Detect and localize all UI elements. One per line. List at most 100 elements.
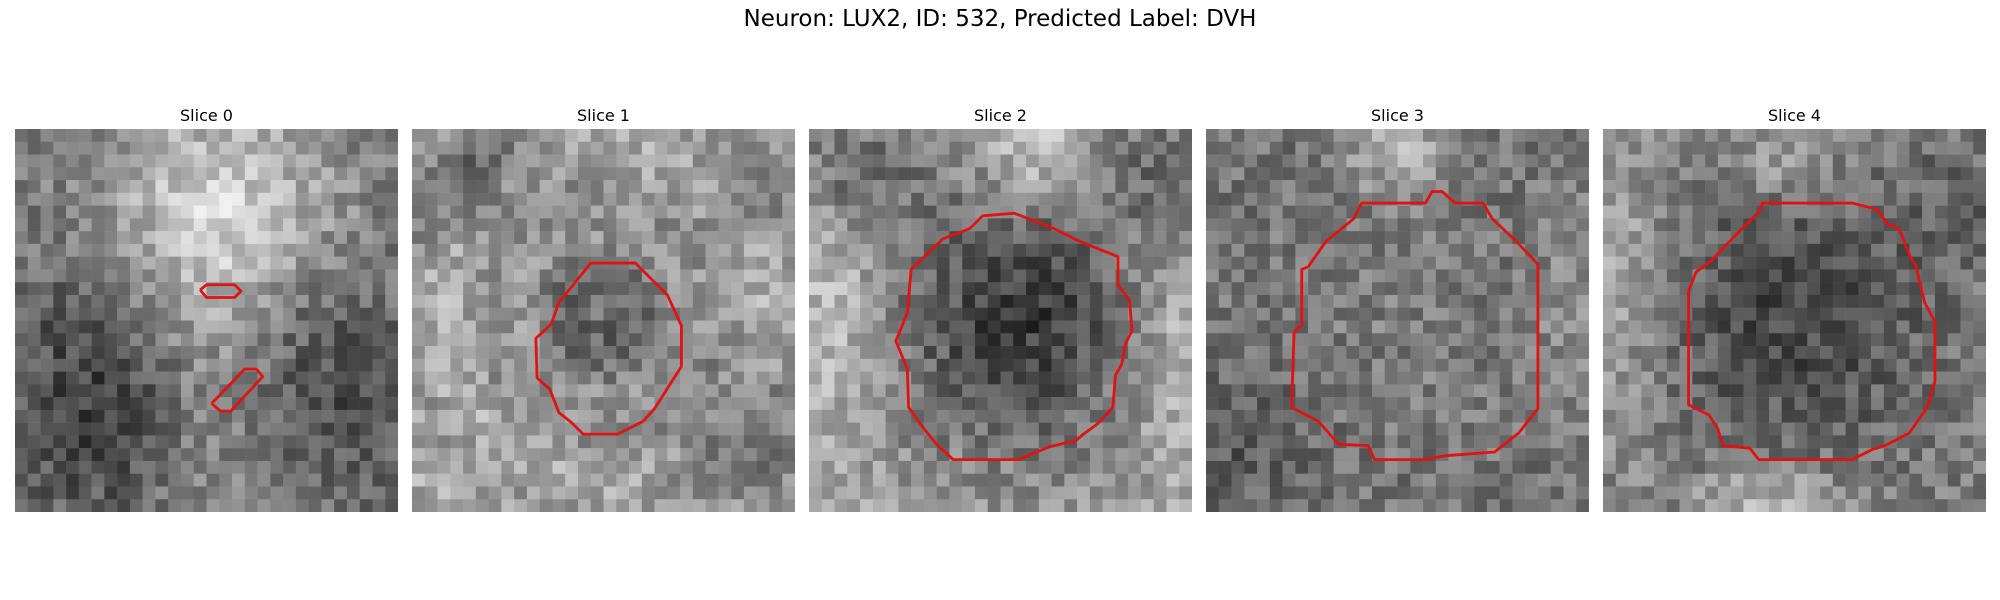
pixel xyxy=(1641,448,1655,462)
pixel xyxy=(565,141,579,155)
pixel xyxy=(526,243,540,257)
pixel xyxy=(1871,486,1885,500)
pixel xyxy=(552,460,566,474)
pixel xyxy=(1333,371,1347,385)
pixel xyxy=(1320,192,1334,206)
pixel xyxy=(1845,154,1859,168)
pixel xyxy=(334,346,348,360)
pixel xyxy=(1448,307,1462,321)
pixel xyxy=(705,307,719,321)
pixel xyxy=(1218,346,1232,360)
pixel xyxy=(1410,167,1424,181)
pixel xyxy=(577,218,591,232)
pixel xyxy=(629,320,643,334)
pixel xyxy=(1346,422,1360,436)
pixel xyxy=(809,460,823,474)
pixel xyxy=(244,218,258,232)
pixel xyxy=(898,154,912,168)
pixel xyxy=(1359,167,1373,181)
pixel xyxy=(1603,180,1617,194)
pixel xyxy=(1179,473,1192,487)
pixel xyxy=(1576,167,1589,181)
pixel xyxy=(718,243,732,257)
pixel xyxy=(1410,180,1424,194)
pixel xyxy=(1537,409,1551,423)
pixel xyxy=(53,269,67,283)
pixel xyxy=(1832,231,1846,245)
pixel xyxy=(1781,282,1795,296)
pixel xyxy=(1603,269,1617,283)
pixel xyxy=(860,282,874,296)
pixel xyxy=(78,141,92,155)
pixel xyxy=(334,460,348,474)
pixel xyxy=(1756,129,1770,143)
pixel xyxy=(1603,192,1617,206)
pixel xyxy=(1550,205,1564,219)
pixel xyxy=(552,422,566,436)
pixel xyxy=(334,205,348,219)
pixel xyxy=(526,307,540,321)
pixel xyxy=(283,269,297,283)
pixel xyxy=(1781,371,1795,385)
pixel xyxy=(78,460,92,474)
pixel xyxy=(885,167,899,181)
pixel xyxy=(1820,473,1834,487)
pixel xyxy=(1423,499,1437,512)
pixel xyxy=(142,460,156,474)
pixel xyxy=(1064,448,1078,462)
pixel xyxy=(1909,243,1923,257)
pixel xyxy=(1218,435,1232,449)
pixel xyxy=(1883,409,1897,423)
pixel xyxy=(15,218,29,232)
pixel xyxy=(1282,422,1296,436)
pixel xyxy=(705,397,719,411)
pixel xyxy=(1550,294,1564,308)
pixel xyxy=(962,231,976,245)
pixel xyxy=(40,256,54,270)
pixel xyxy=(1615,422,1629,436)
pixel xyxy=(463,448,477,462)
pixel xyxy=(1026,333,1040,347)
pixel xyxy=(718,256,732,270)
pixel xyxy=(66,397,80,411)
pixel xyxy=(590,346,604,360)
pixel xyxy=(1371,218,1385,232)
pixel xyxy=(475,192,489,206)
pixel xyxy=(1231,358,1245,372)
pixel xyxy=(372,307,386,321)
pixel xyxy=(1026,307,1040,321)
pixel xyxy=(718,282,732,296)
pixel xyxy=(1563,256,1577,270)
pixel xyxy=(91,384,105,398)
pixel xyxy=(27,320,41,334)
pixel xyxy=(104,499,118,512)
pixel xyxy=(1781,333,1795,347)
pixel xyxy=(501,243,515,257)
pixel xyxy=(1705,205,1719,219)
pixel xyxy=(1384,333,1398,347)
pixel xyxy=(1641,282,1655,296)
pixel xyxy=(488,141,502,155)
pixel xyxy=(1717,307,1731,321)
pixel xyxy=(1768,243,1782,257)
pixel xyxy=(1717,243,1731,257)
pixel xyxy=(603,397,617,411)
pixel xyxy=(1077,448,1091,462)
pixel xyxy=(219,333,233,347)
pixel xyxy=(1448,435,1462,449)
pixel xyxy=(680,167,694,181)
pixel xyxy=(1730,192,1744,206)
pixel xyxy=(577,409,591,423)
pixel xyxy=(219,192,233,206)
pixel xyxy=(680,384,694,398)
slice-panel-0: Slice 0 xyxy=(15,103,398,512)
pixel xyxy=(1179,435,1192,449)
pixel xyxy=(1730,486,1744,500)
pixel xyxy=(1077,154,1091,168)
pixel xyxy=(1922,499,1936,512)
pixel xyxy=(372,371,386,385)
pixel xyxy=(552,180,566,194)
pixel xyxy=(1257,180,1271,194)
pixel xyxy=(514,384,528,398)
pixel xyxy=(526,205,540,219)
